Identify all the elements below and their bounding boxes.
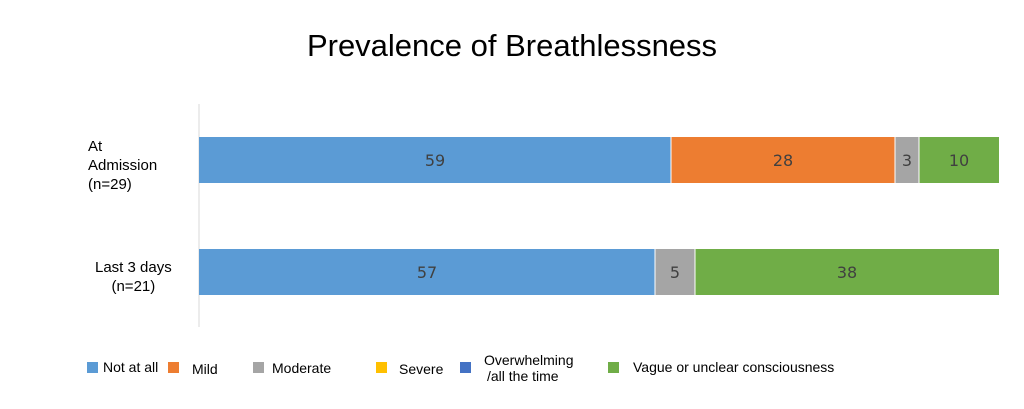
data-label: 10 xyxy=(949,151,969,170)
legend-label-vague: Vague or unclear consciousness xyxy=(633,359,835,375)
legend-swatch-not-at-all xyxy=(87,362,98,373)
legend-label-not-at-all: Not at all xyxy=(103,359,159,375)
bar-segment xyxy=(671,137,895,183)
legend-swatch-vague xyxy=(608,362,619,373)
bar-segment xyxy=(199,249,655,295)
legend-label-severe: Severe xyxy=(399,361,444,377)
legend-label-mild: Mild xyxy=(192,361,218,377)
data-label: 28 xyxy=(773,151,793,170)
data-label: 5 xyxy=(670,263,680,282)
legend-label-overwhelming: Overwhelming /all the time xyxy=(484,352,574,384)
bar-segment xyxy=(919,137,999,183)
bar-segment xyxy=(655,249,695,295)
data-label: 3 xyxy=(902,151,912,170)
bar-segment xyxy=(895,137,919,183)
bar-segment xyxy=(199,137,671,183)
legend-swatch-moderate xyxy=(253,362,264,373)
chart-title: Prevalence of Breathlessness xyxy=(306,28,718,63)
category-label-last-3-days: Last 3 days (n=21) xyxy=(95,259,172,295)
bar-segment xyxy=(695,249,999,295)
legend-swatch-severe xyxy=(376,362,387,373)
legend-label-moderate: Moderate xyxy=(272,360,332,376)
legend-swatch-mild xyxy=(168,362,179,373)
data-label: 57 xyxy=(417,263,437,282)
data-label: 38 xyxy=(837,263,857,282)
legend-swatch-overwhelming xyxy=(460,362,471,373)
data-label: 59 xyxy=(425,151,445,170)
category-label-at-admission: At Admission (n=29) xyxy=(88,138,158,193)
